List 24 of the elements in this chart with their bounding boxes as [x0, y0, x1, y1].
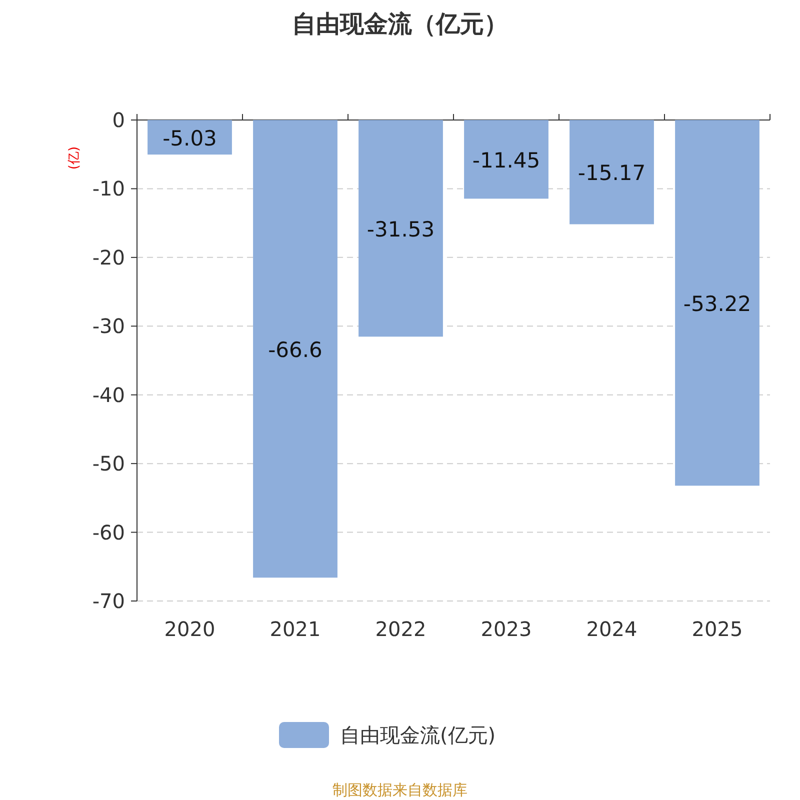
y-tick-label: 0 [112, 108, 125, 132]
x-tick-label: 2024 [586, 617, 638, 641]
x-tick-label: 2021 [270, 617, 321, 641]
y-axis-title: (亿) [67, 146, 82, 170]
data-label: -15.17 [578, 161, 646, 186]
data-label: -11.45 [472, 148, 540, 172]
y-tick-label: -60 [92, 520, 125, 544]
data-label: -5.03 [162, 126, 217, 150]
x-tick-label: 2022 [375, 617, 426, 641]
y-tick-label: -40 [92, 382, 125, 407]
text: 制图数据来自数据库 [332, 781, 468, 799]
y-tick-label: -50 [92, 452, 125, 476]
x-tick-label: 2025 [692, 617, 743, 641]
y-tick-label: -20 [92, 245, 125, 270]
x-tick-label: 2023 [480, 617, 532, 641]
data-label: -31.53 [366, 217, 435, 242]
legend-label: 自由现金流(亿元) [340, 723, 496, 747]
chart-title: 自由现金流（亿元） [292, 10, 508, 38]
data-label: -66.6 [268, 338, 322, 362]
y-tick-label: -30 [92, 314, 125, 338]
data-label: -53.22 [683, 292, 752, 316]
x-tick-label: 2020 [164, 617, 216, 641]
y-tick-label: -70 [92, 589, 125, 613]
y-tick-label: -10 [92, 176, 125, 201]
